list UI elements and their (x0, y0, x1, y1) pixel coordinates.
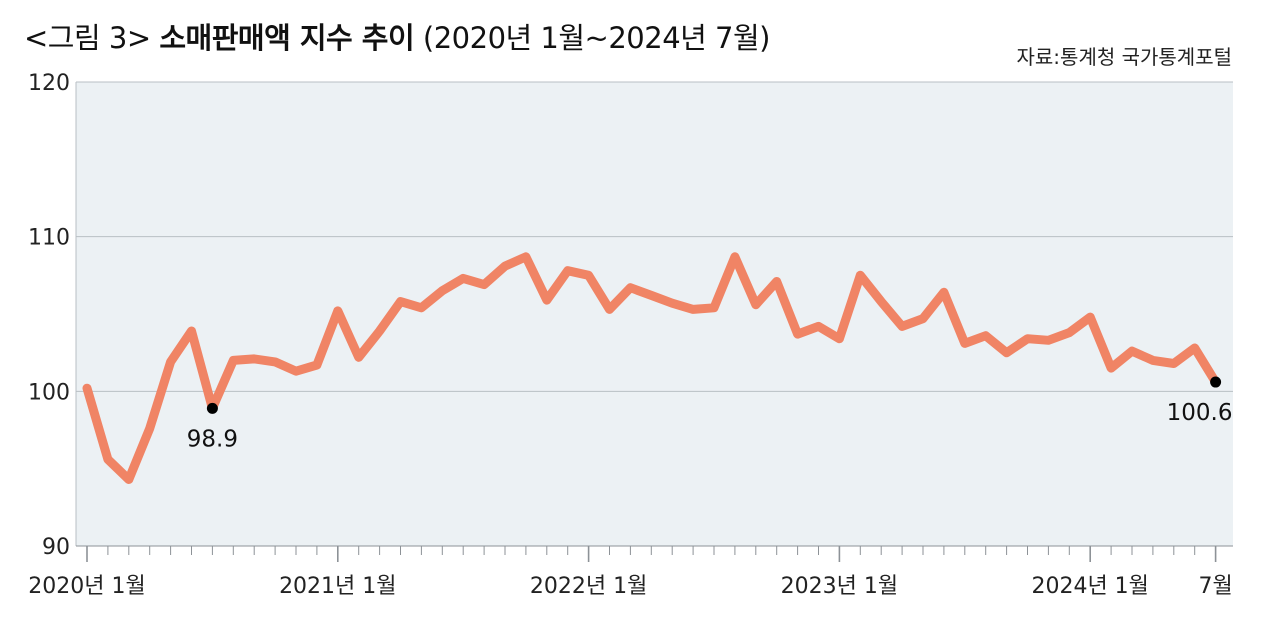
x-axis: 2020년 1월 2021년 1월 2022년 1월 2023년 1월 2024년 1월… (28, 545, 1233, 599)
title-main: 소매판매액 지수 추이 (159, 21, 415, 55)
y-tick-label: 100 (28, 380, 70, 405)
y-axis-ticks: 90 100 110 120 (28, 71, 70, 560)
chart-title: <그림 3> 소매판매액 지수 추이 (2020년 1월~2024년 7월) (24, 20, 771, 56)
y-tick-label: 110 (28, 226, 70, 251)
figure-number: <그림 3> (24, 21, 151, 55)
data-label: 98.9 (187, 426, 238, 452)
y-tick-label: 120 (28, 71, 70, 96)
title-period: (2020년 1월~2024년 7월) (422, 21, 771, 55)
plot-background (76, 82, 1233, 546)
x-tick-label: 2021년 1월 (279, 574, 396, 599)
annotated-points: 98.9 100.6 (187, 376, 1233, 452)
series-line (82, 252, 1221, 484)
x-tick-label: 2024년 1월 (1031, 574, 1148, 599)
data-label: 100.6 (1167, 400, 1233, 426)
x-tick-label: 2022년 1월 (530, 574, 647, 599)
x-tick-label: 7월 (1198, 574, 1232, 599)
x-tick-label: 2023년 1월 (781, 574, 898, 599)
data-point-marker (1210, 376, 1222, 388)
data-point-marker (206, 402, 218, 414)
y-tick-label: 90 (42, 535, 70, 560)
source-note: 자료:통계청 국가통계포털 (1016, 45, 1233, 69)
x-tick-label: 2020년 1월 (28, 574, 145, 599)
